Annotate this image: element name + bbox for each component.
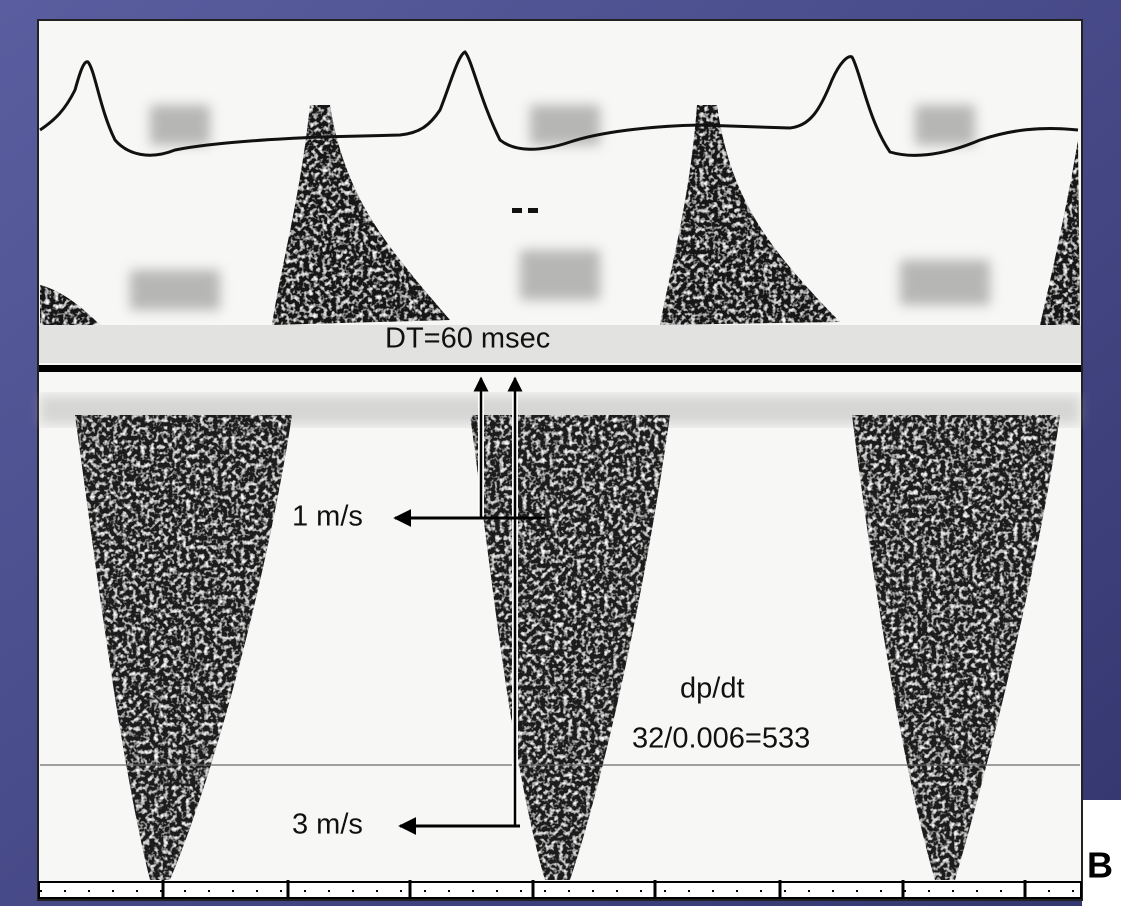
dash (512, 208, 522, 213)
velocity-label: 3 m/s (292, 809, 363, 841)
dpdt-label: dp/dt (680, 673, 745, 705)
dpdt-calculation: 32/0.006=533 (632, 723, 810, 755)
baseline (39, 365, 1081, 372)
doppler-figure: DT=60 msec 1 m/s 3 m/s dp/dt 32/0.006=53… (0, 0, 1121, 906)
time-scale (39, 882, 1081, 898)
dash (528, 208, 538, 213)
baseline-band (39, 325, 1081, 363)
dt-label: DT=60 msec (385, 323, 550, 355)
panel-label: B (1087, 845, 1113, 886)
velocity-label: 1 m/s (292, 501, 363, 533)
